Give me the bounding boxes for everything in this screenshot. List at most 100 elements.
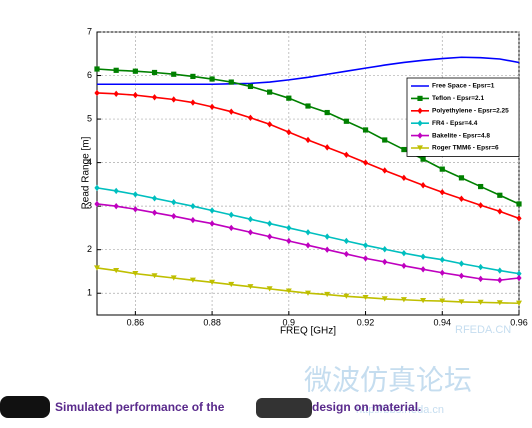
legend-label: Free Space - Epsr=1 [432,83,495,90]
marker [132,191,138,198]
y-tick-label: 3 [87,201,92,211]
watermark-site: RFEDA.CN [455,324,511,336]
marker [382,137,388,143]
marker [266,286,273,292]
marker [190,202,196,210]
marker [113,202,119,210]
marker [324,291,331,298]
marker [362,242,369,249]
marker [247,229,254,236]
marker [247,83,254,90]
marker [458,272,465,280]
marker [458,175,465,181]
marker [228,79,234,85]
marker [458,195,465,202]
legend-marker [417,95,423,101]
marker [497,192,503,198]
marker [171,71,177,77]
marker [286,128,292,136]
marker [190,99,196,106]
marker [497,208,503,215]
marker [190,73,196,80]
marker [209,207,215,214]
marker [113,90,119,98]
marker [267,89,273,95]
marker [171,96,177,103]
marker [324,144,330,151]
marker [267,220,273,227]
y-tick-label: 1 [87,288,92,298]
marker [94,184,100,192]
y-tick-label: 2 [87,244,92,254]
marker [132,91,138,99]
marker [305,229,311,236]
legend-label: Roger TMM6 - Epsr=6 [432,145,499,152]
y-tick-label: 7 [87,26,92,36]
marker [94,200,100,208]
marker [478,202,484,209]
marker [324,246,330,253]
x-tick-label: 0.96 [510,317,528,327]
marker [343,250,349,258]
marker [458,260,465,267]
x-tick-label: 0.92 [357,317,375,327]
y-tick-label: 6 [87,70,92,80]
marker [516,270,522,277]
marker [516,201,522,207]
series-line [97,56,520,86]
marker [478,183,484,190]
marker [516,274,522,282]
marker [285,288,292,294]
marker [286,224,292,232]
marker [439,256,445,263]
marker [458,299,465,305]
marker [516,300,522,306]
marker [362,294,369,301]
marker [209,76,215,82]
marker [132,68,138,74]
marker [420,298,427,304]
marker [305,136,311,144]
marker [362,159,369,166]
legend-marker [417,107,423,114]
marker [228,224,234,232]
watermark-forum: 微波仿真论坛 [304,364,472,395]
marker [401,174,407,182]
plot-area [96,31,520,316]
marker [151,94,158,101]
marker [228,281,235,288]
marker [362,255,369,262]
marker [381,296,388,302]
marker [113,187,119,195]
marker [171,199,177,206]
marker [439,269,445,276]
marker [209,103,215,111]
marker [420,156,426,162]
marker [305,103,311,109]
y-tick-label: 5 [87,113,92,123]
marker [420,182,426,189]
marker [267,121,273,128]
marker [209,279,216,285]
marker [343,237,349,245]
marker [305,290,311,296]
redaction [0,396,50,418]
marker [401,262,407,270]
marker [247,284,254,290]
marker [478,275,484,283]
y-tick-label: 4 [87,157,92,167]
marker [382,246,388,253]
marker [496,300,503,306]
marker [305,242,311,249]
marker [189,277,196,283]
marker [343,118,349,124]
marker [113,67,119,73]
marker [151,195,158,202]
marker [343,293,350,299]
marker [439,166,445,172]
marker [401,249,407,257]
marker [420,266,426,273]
legend-label: Teflon - Epsr=2.1 [432,95,484,102]
caption-prefix: Simulated performance of the [55,400,225,414]
marker [151,209,158,216]
